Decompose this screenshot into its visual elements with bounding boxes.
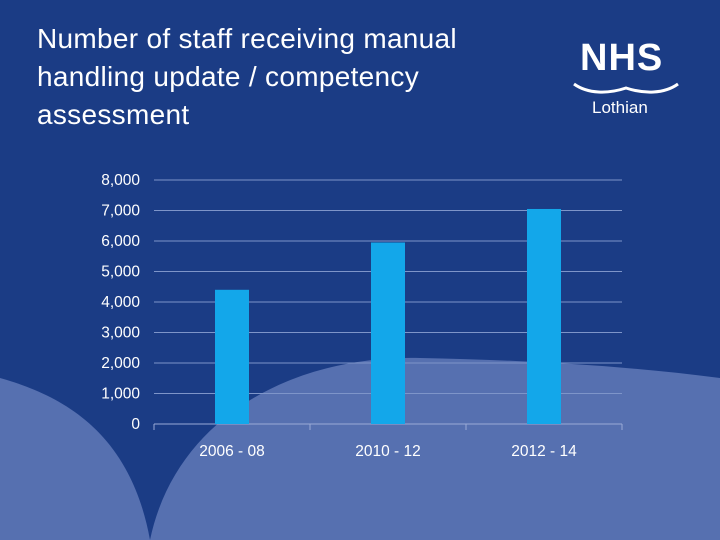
y-tick-label: 7,000 (101, 203, 140, 220)
title-line-3: assessment (37, 99, 190, 130)
logo-wave-icon (573, 82, 679, 94)
chart-bars (215, 208, 561, 424)
y-tick-label: 0 (131, 416, 140, 433)
bar (527, 208, 561, 424)
nhs-lothian-logo: NHS Lothian (568, 36, 684, 126)
y-tick-label: 4,000 (101, 294, 140, 311)
background-swoosh-left (0, 378, 150, 540)
title-line-1: Number of staff receiving manual (37, 23, 457, 54)
chart-x-axis: 2006 - 08 2010 - 12 2012 - 14 (153, 424, 623, 460)
background-swoosh-right (150, 357, 720, 540)
y-tick-label: 8,000 (101, 172, 140, 189)
logo-lothian-text: Lothian (592, 98, 648, 117)
x-tick-label: 2012 - 14 (511, 443, 577, 460)
y-tick-label: 2,000 (101, 355, 140, 372)
x-tick-label: 2006 - 08 (199, 443, 265, 460)
y-tick-label: 5,000 (101, 264, 140, 281)
bar (371, 242, 405, 424)
y-tick-label: 6,000 (101, 233, 140, 250)
y-tick-label: 3,000 (101, 325, 140, 342)
slide-title: Number of staff receiving manual handlin… (37, 20, 557, 134)
title-line-2: handling update / competency (37, 61, 419, 92)
chart-y-axis: 0 1,000 2,000 3,000 4,000 5,000 6,000 7,000 8,00… (101, 172, 140, 433)
logo-nhs-text: NHS (580, 37, 664, 79)
y-tick-label: 1,000 (101, 386, 140, 403)
bar (215, 289, 249, 424)
x-tick-label: 2010 - 12 (355, 443, 421, 460)
